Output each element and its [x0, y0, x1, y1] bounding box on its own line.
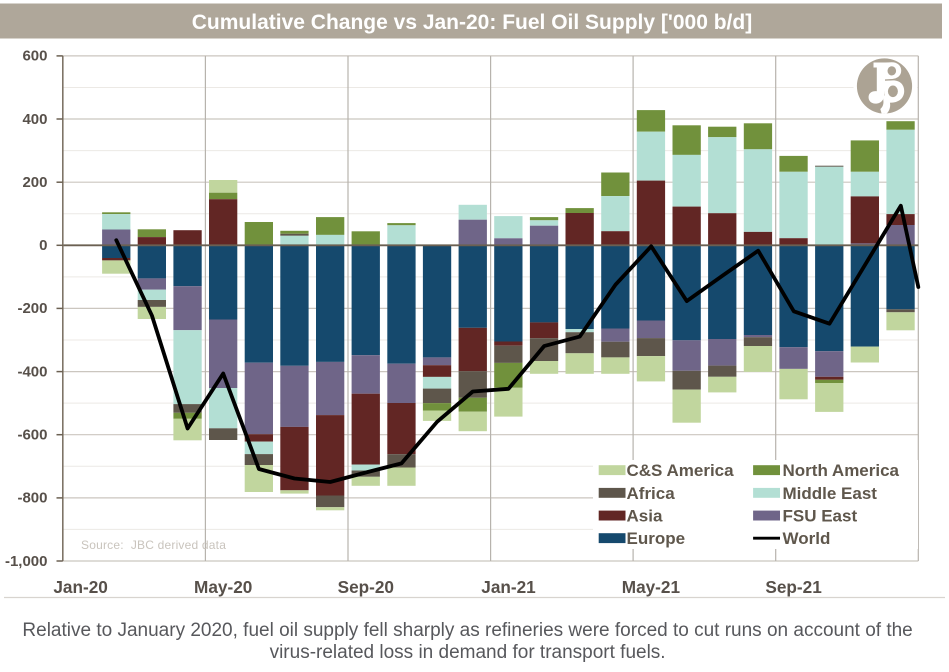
svg-text:0: 0	[39, 237, 47, 254]
svg-text:May-21: May-21	[622, 577, 681, 597]
svg-text:-600: -600	[17, 427, 47, 444]
svg-text:600: 600	[22, 48, 47, 65]
svg-text:May-20: May-20	[194, 577, 252, 597]
svg-text:Asia: Asia	[627, 507, 663, 526]
svg-text:-200: -200	[17, 300, 47, 317]
svg-text:-1,000: -1,000	[5, 553, 48, 570]
svg-text:C&S America: C&S America	[627, 461, 735, 480]
svg-text:World: World	[783, 529, 831, 548]
svg-text:400: 400	[22, 111, 47, 128]
svg-text:Cumulative Change vs Jan-20: F: Cumulative Change vs Jan-20: Fuel Oil Su…	[192, 11, 752, 34]
svg-text:-800: -800	[17, 490, 47, 507]
svg-text:Africa: Africa	[627, 484, 676, 503]
svg-text:Middle East: Middle East	[783, 484, 878, 503]
svg-text:Sep-20: Sep-20	[338, 577, 394, 597]
svg-text:200: 200	[22, 174, 47, 191]
svg-text:North America: North America	[783, 461, 900, 480]
svg-text:Relative to January 2020, fuel: Relative to January 2020, fuel oil suppl…	[22, 620, 912, 641]
svg-text:Europe: Europe	[627, 529, 686, 548]
svg-text:FSU East: FSU East	[783, 507, 858, 526]
svg-text:virus-related loss in demand f: virus-related loss in demand for transpo…	[270, 642, 666, 663]
svg-text:Sep-21: Sep-21	[765, 577, 822, 597]
svg-text:-400: -400	[17, 363, 47, 380]
svg-text:Jan-21: Jan-21	[481, 577, 536, 597]
svg-text:Source: JBC derived data: Source: JBC derived data	[81, 538, 226, 552]
svg-text:Jan-20: Jan-20	[53, 577, 107, 597]
